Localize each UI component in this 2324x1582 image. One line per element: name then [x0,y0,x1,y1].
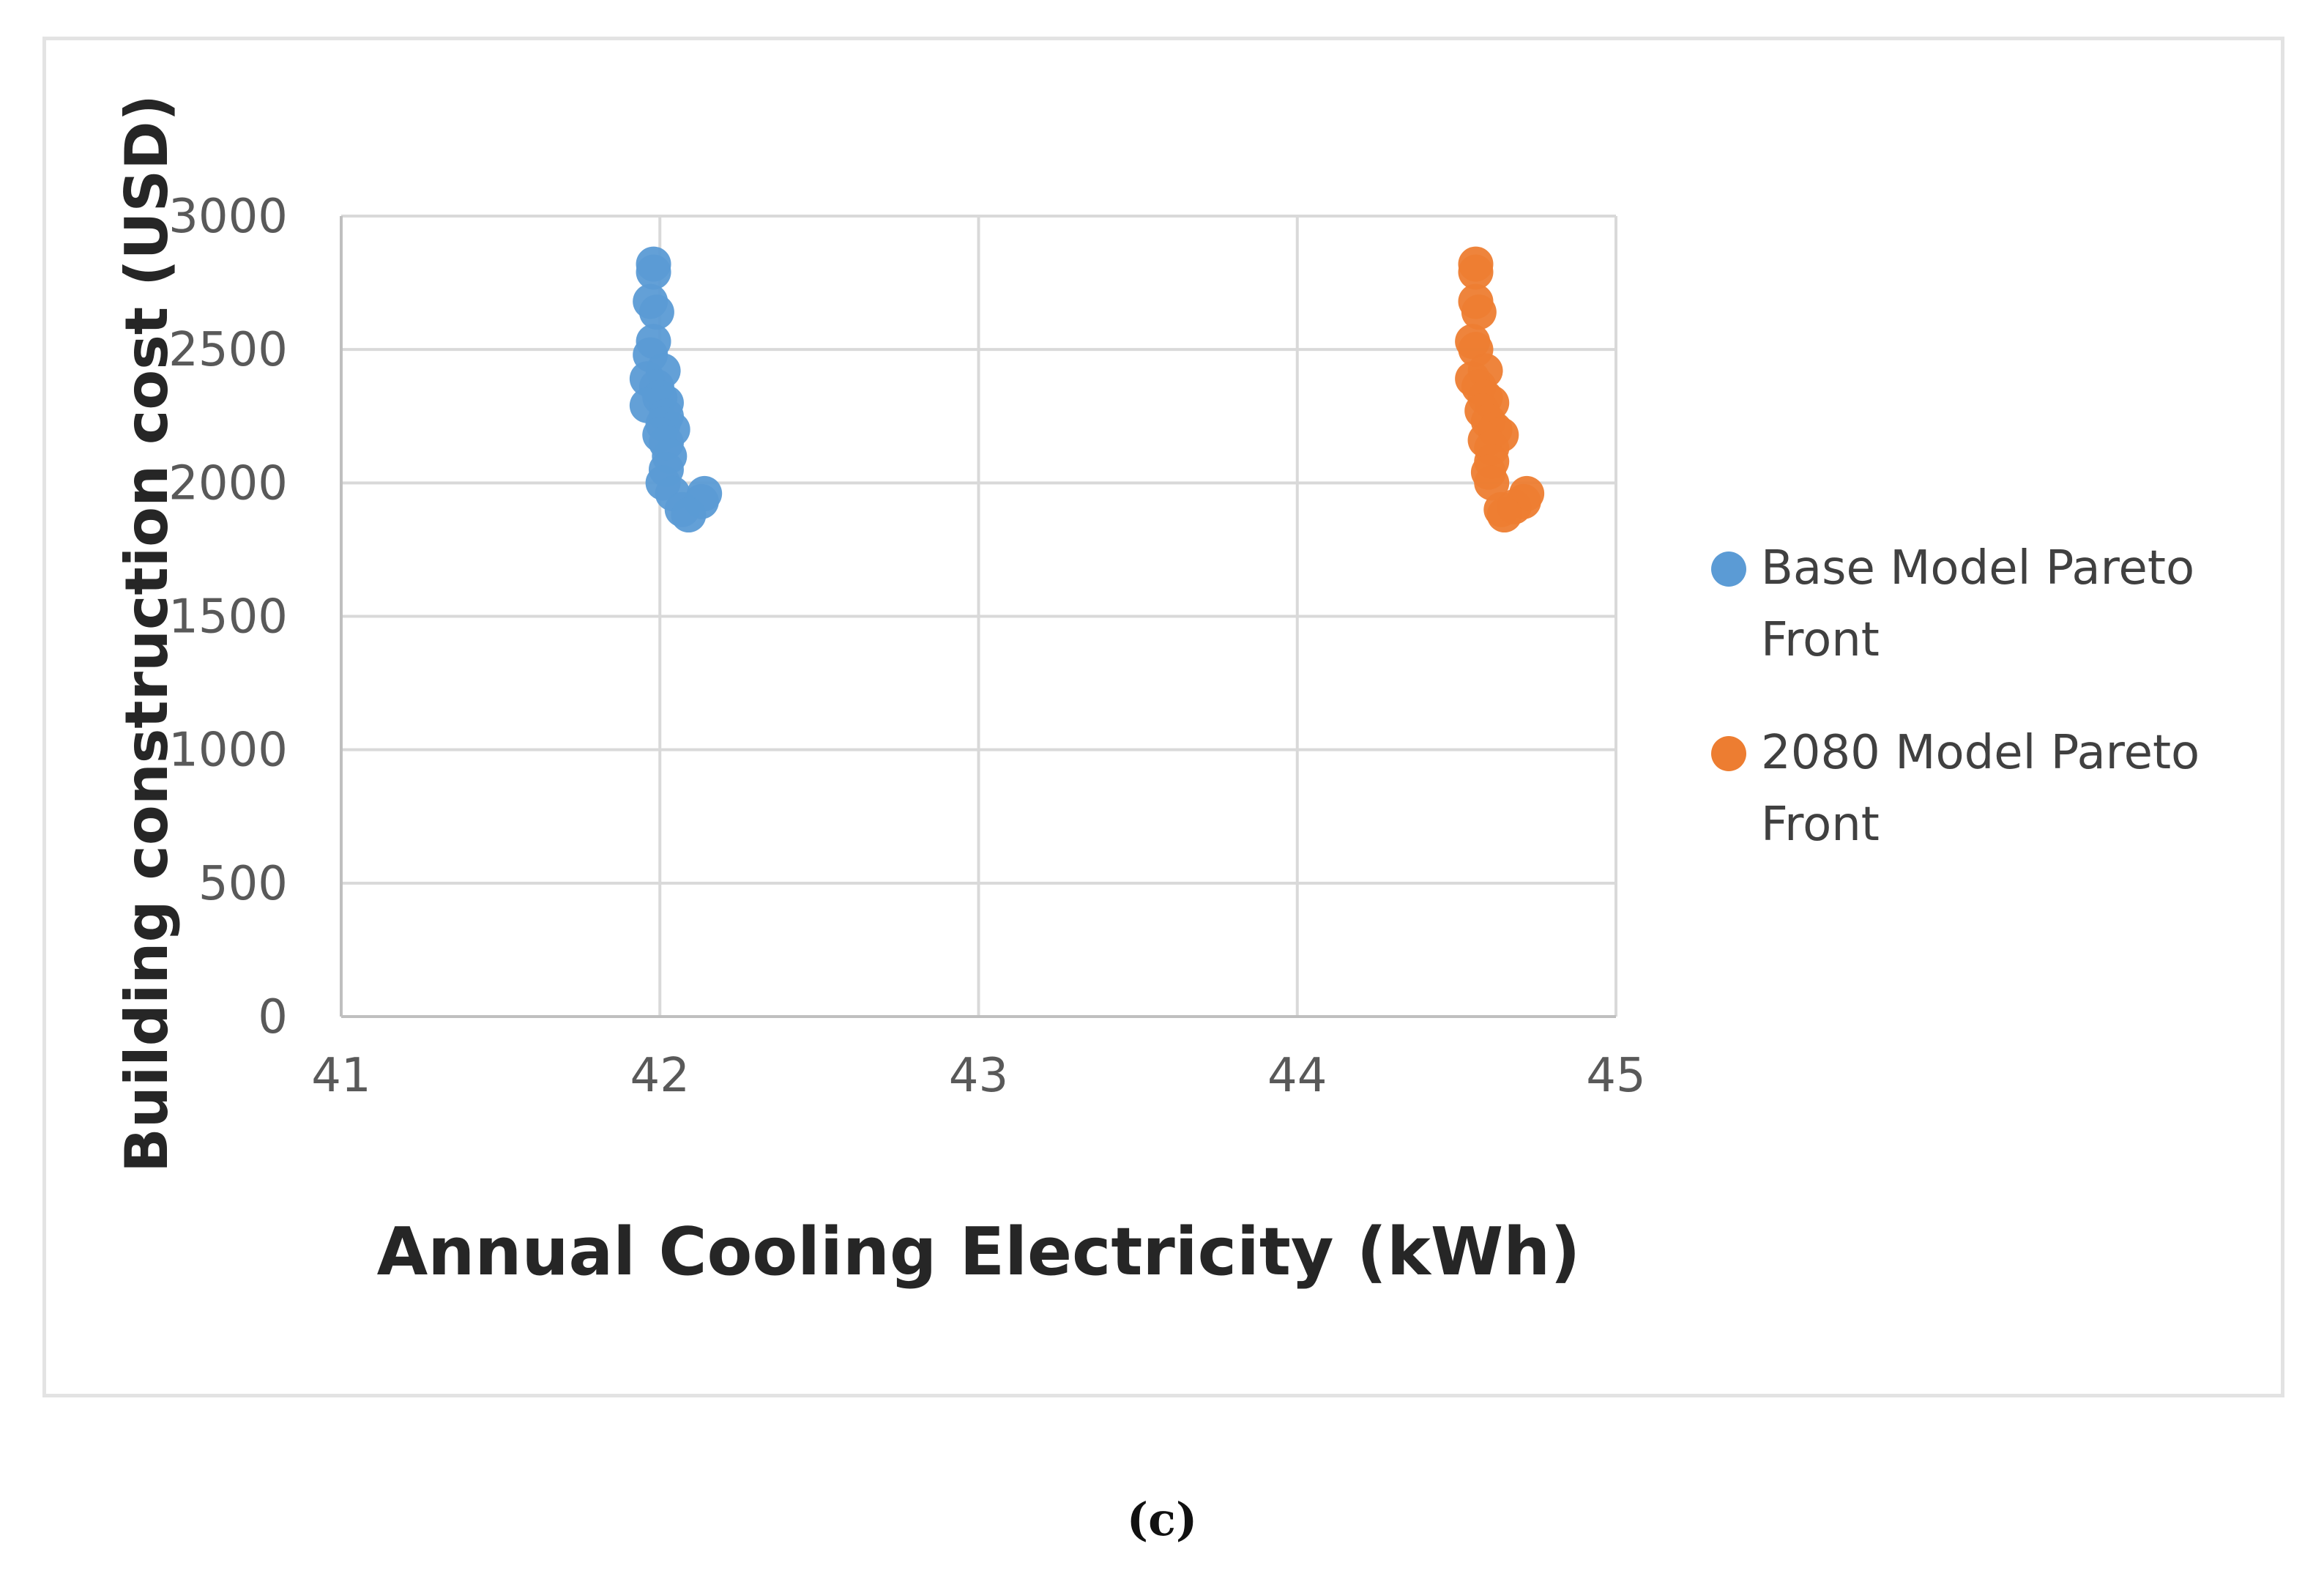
x-tick-label: 42 [630,1049,690,1103]
axes [340,216,1616,1018]
model-2080-point [1474,465,1510,501]
legend-marker-2080 [1711,736,1746,771]
x-tick-label: 43 [949,1049,1008,1103]
x-tick-label: 45 [1586,1049,1645,1103]
gridlines [341,215,1617,1017]
model-2080-point [1486,497,1522,533]
x-tick-label: 44 [1267,1049,1327,1103]
data-points [629,246,1545,533]
y-tick-label: 3000 [168,190,288,244]
base-model-point [638,294,674,330]
x-tick-label: 41 [311,1049,370,1103]
figure-caption: (c) [1126,1493,1198,1546]
legend-label-2080: Front [1761,798,1880,852]
y-tick-label: 1500 [168,590,288,645]
y-tick-label: 0 [258,990,288,1044]
y-axis-title: Building construction cost (USD) [113,94,181,1173]
tick-labels: 0 500 1000 1500 2000 2500 3000 41 42 43 44 45 [168,190,1646,1103]
y-tick-label: 2000 [168,456,288,510]
legend-label-base: Front [1761,613,1880,667]
y-tick-label: 1000 [168,724,288,778]
base-model-point [671,497,707,533]
legend: Base Model Pareto Front 2080 Model Pareto F… [1711,541,2200,852]
y-tick-label: 2500 [168,323,288,377]
legend-label-base: Base Model Pareto [1761,541,2194,595]
model-2080-point [1461,294,1497,330]
x-axis-title: Annual Cooling Electricity (kWh) [377,1214,1581,1291]
y-tick-label: 500 [198,857,288,911]
legend-label-2080: 2080 Model Pareto [1761,726,2200,780]
legend-marker-base [1711,552,1746,587]
model-2080-point [1458,254,1494,290]
base-model-point [636,254,671,290]
figure-frame: 0 500 1000 1500 2000 2500 3000 41 42 43 44 45 Base … [42,37,2284,1397]
scatter-chart: 0 500 1000 1500 2000 2500 3000 41 42 43 44 45 Base … [113,94,2200,1291]
